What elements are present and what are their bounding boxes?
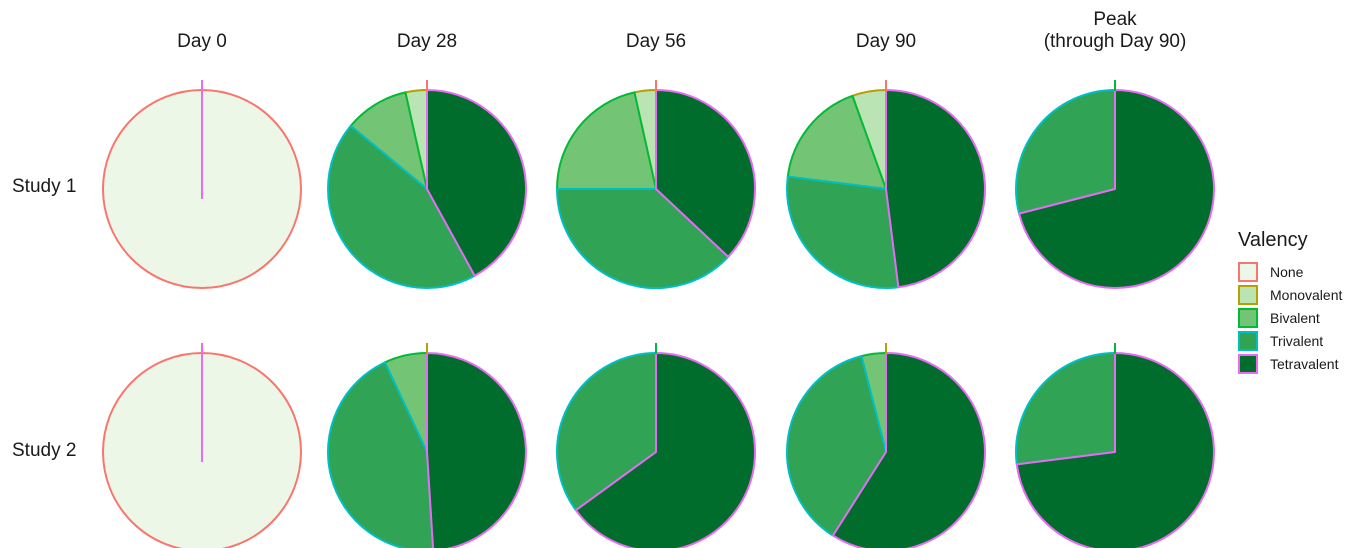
row-label-study-1: Study 1: [12, 176, 77, 197]
slice-trivalent-study-2-peak: [1015, 352, 1116, 466]
column-title-peak: Peak (through Day 90): [1043, 9, 1187, 52]
row-label-study-2: Study 2: [12, 440, 77, 461]
slice-trivalent-study-1-day-28: [327, 124, 476, 289]
slice-trivalent-study-1-peak: [1015, 89, 1116, 215]
legend: Valency None Monovalent Bivalent Trivale…: [1238, 229, 1342, 376]
pie-study-2-day-90: [786, 343, 986, 548]
pie-study-2-peak: [1015, 343, 1215, 548]
slice-tetravalent-study-1-day-56: [655, 89, 756, 258]
pie-study-2-day-56: [556, 343, 756, 548]
legend-label-trivalent: Trivalent: [1270, 333, 1324, 349]
pie-study-1-peak: [1015, 80, 1215, 289]
pie-study-1-day-56: [556, 80, 756, 289]
legend-item-monovalent: Monovalent: [1238, 284, 1342, 306]
slice-bivalent-study-1-day-90: [786, 94, 887, 190]
slice-tetravalent-study-1-peak: [1018, 89, 1215, 289]
pie-study-1-day-90: [786, 80, 986, 289]
legend-key-monovalent: [1238, 285, 1258, 305]
legend-label-monovalent: Monovalent: [1270, 287, 1343, 303]
pie-study-1-day-0: [102, 80, 302, 289]
slice-tetravalent-study-2-peak: [1015, 352, 1215, 548]
legend-key-tetravalent: [1238, 354, 1258, 374]
legend-key-none: [1238, 262, 1258, 282]
slice-tetravalent-study-1-day-28: [426, 89, 527, 277]
legend-title: Valency: [1238, 229, 1308, 251]
slice-tetravalent-study-2-day-56: [574, 352, 756, 548]
pie-study-2-day-28: [327, 343, 527, 548]
slice-trivalent-study-2-day-28: [327, 361, 435, 548]
slice-trivalent-study-2-day-56: [556, 352, 657, 512]
pie-study-1-day-28: [327, 80, 527, 289]
legend-item-none: None: [1238, 261, 1342, 283]
legend-item-trivalent: Trivalent: [1238, 330, 1342, 352]
legend-label-tetravalent: Tetravalent: [1270, 356, 1339, 372]
slice-tetravalent-study-1-day-90: [885, 89, 986, 289]
column-title-day-0: Day 0: [177, 31, 227, 52]
legend-label-bivalent: Bivalent: [1270, 310, 1320, 326]
legend-item-bivalent: Bivalent: [1238, 307, 1342, 329]
legend-key-bivalent: [1238, 308, 1258, 328]
slice-trivalent-study-1-day-56: [556, 188, 730, 289]
column-title-day-90: Day 90: [855, 31, 917, 52]
legend-label-none: None: [1270, 264, 1304, 280]
slice-tetravalent-study-2-day-90: [831, 352, 986, 548]
legend-key-trivalent: [1238, 331, 1258, 351]
pie-study-2-day-0: [102, 343, 302, 548]
slice-tetravalent-study-2-day-28: [426, 352, 527, 548]
slice-trivalent-study-1-day-90: [786, 175, 900, 289]
column-title-day-28: Day 28: [396, 31, 458, 52]
column-title-day-56: Day 56: [625, 31, 687, 52]
slice-bivalent-study-1-day-56: [556, 91, 657, 190]
legend-item-tetravalent: Tetravalent: [1238, 353, 1342, 375]
